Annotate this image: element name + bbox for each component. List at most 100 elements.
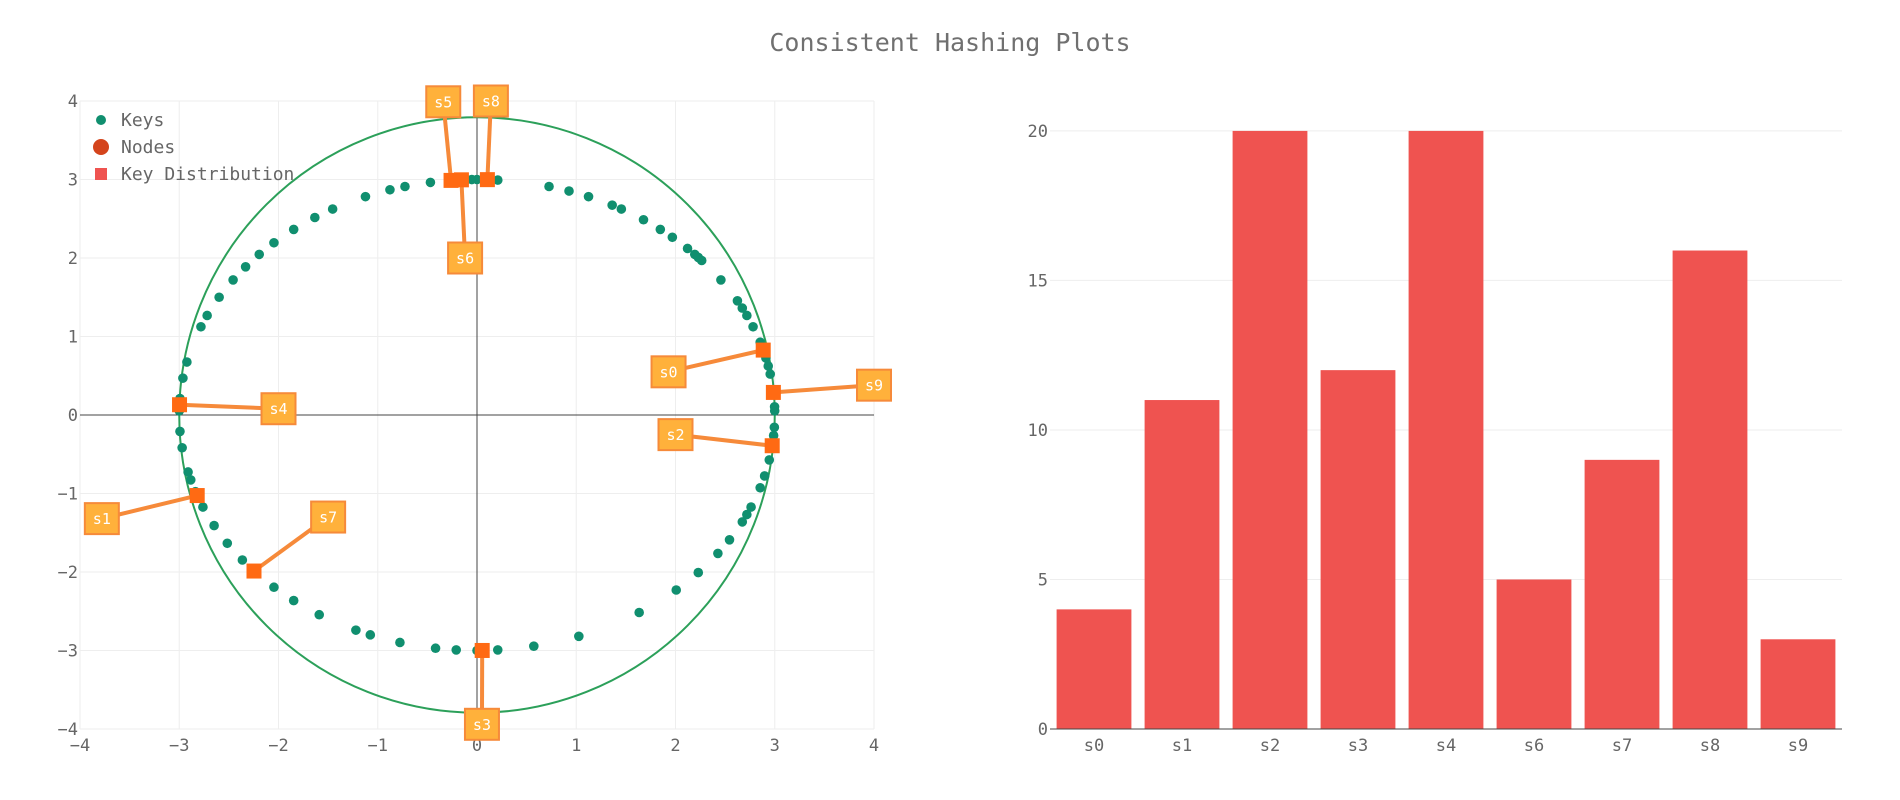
bar-s0 bbox=[1056, 609, 1132, 729]
key-point bbox=[638, 214, 649, 225]
key-point bbox=[564, 186, 574, 196]
bar-s6 bbox=[1496, 579, 1572, 729]
key-point bbox=[574, 631, 584, 642]
ring-tick-labels: −4 −3 −2 −1 0 1 2 3 4 −4 −3 −2 −1 0 1 2 3 4 bbox=[58, 92, 880, 756]
key-point bbox=[185, 475, 196, 485]
key-point bbox=[202, 310, 212, 321]
node-label-text: s7 bbox=[319, 509, 337, 527]
key-point bbox=[198, 502, 208, 512]
key-point bbox=[693, 567, 704, 578]
key-point bbox=[742, 310, 752, 321]
key-point bbox=[425, 177, 436, 188]
key-distribution-bar-chart: s0 s1 s2 s3 s4 s6 s7 s8 s9 0 5 10 15 20 bbox=[1028, 122, 1842, 756]
node-label-text: s2 bbox=[666, 426, 684, 444]
key-point bbox=[759, 471, 770, 481]
y-tick-label: −3 bbox=[58, 642, 78, 662]
node-markers bbox=[172, 172, 781, 658]
key-point bbox=[529, 641, 539, 651]
key-point bbox=[765, 369, 776, 379]
node-label-box bbox=[260, 392, 297, 426]
y-tick-label: 4 bbox=[68, 92, 78, 112]
bars bbox=[1056, 130, 1836, 729]
x-tick-label: −2 bbox=[268, 736, 288, 756]
node-marker-s2 bbox=[764, 438, 780, 454]
y-tick-label: −4 bbox=[58, 720, 78, 740]
key-point bbox=[451, 645, 462, 655]
key-point bbox=[183, 467, 193, 477]
key-point bbox=[682, 243, 693, 254]
key-point bbox=[764, 455, 775, 465]
node-label-text: s3 bbox=[473, 716, 491, 734]
key-point bbox=[769, 401, 780, 412]
key-point bbox=[385, 184, 395, 195]
key-point bbox=[492, 175, 503, 185]
node-label-text: s8 bbox=[482, 93, 500, 111]
key-point bbox=[182, 357, 192, 367]
key-point bbox=[737, 517, 748, 527]
key-point bbox=[196, 321, 206, 332]
key-point bbox=[737, 303, 748, 313]
key-point bbox=[671, 585, 682, 595]
x-tick-label: 2 bbox=[670, 736, 680, 756]
node-marker-s4 bbox=[172, 397, 188, 413]
bar-s1 bbox=[1144, 400, 1220, 729]
node-label-s5: s5 bbox=[425, 85, 462, 119]
x-tick-label: −1 bbox=[368, 736, 388, 756]
node-label-text: s6 bbox=[456, 250, 474, 268]
x-tick-label: 3 bbox=[770, 736, 780, 756]
node-label-box bbox=[650, 355, 687, 389]
bar-y-tick-label: 15 bbox=[1028, 271, 1048, 291]
bar-y-tick-label: 10 bbox=[1028, 421, 1048, 441]
key-point bbox=[269, 237, 279, 248]
node-marker-s8 bbox=[479, 172, 495, 188]
key-point bbox=[716, 275, 726, 285]
bar-category-label: s0 bbox=[1084, 736, 1104, 756]
key-point bbox=[724, 534, 735, 545]
bar-y-tick-label: 0 bbox=[1038, 720, 1048, 740]
node-label-text: s4 bbox=[269, 400, 287, 418]
key-point bbox=[395, 637, 405, 648]
key-point bbox=[667, 232, 678, 243]
bar-y-tick-label: 20 bbox=[1028, 122, 1048, 142]
bar-tick-labels: s0 s1 s2 s3 s4 s6 s7 s8 s9 0 5 10 15 20 bbox=[1028, 122, 1809, 756]
key-point bbox=[228, 275, 238, 285]
node-label-box bbox=[83, 502, 120, 536]
bar-category-label: s6 bbox=[1524, 736, 1544, 756]
legend-item-nodes: Nodes bbox=[93, 137, 175, 158]
y-tick-label: 3 bbox=[68, 171, 78, 191]
key-point bbox=[655, 224, 666, 235]
key-point bbox=[177, 442, 187, 453]
x-tick-label: −4 bbox=[70, 736, 90, 756]
key-point bbox=[178, 373, 188, 383]
node-marker-s0 bbox=[755, 342, 771, 358]
node-label-s0: s0 bbox=[650, 355, 687, 389]
key-point bbox=[327, 204, 338, 214]
x-tick-label: 0 bbox=[472, 736, 482, 756]
key-point bbox=[616, 204, 627, 214]
key-point bbox=[634, 607, 644, 618]
bar-s8 bbox=[1672, 250, 1748, 729]
node-label-s3: s3 bbox=[463, 707, 500, 741]
bar-s7 bbox=[1584, 459, 1660, 729]
key-point bbox=[755, 482, 765, 493]
x-tick-label: 1 bbox=[571, 736, 581, 756]
node-label-box bbox=[856, 368, 892, 402]
node-marker-s1 bbox=[189, 488, 205, 504]
legend-item-keys: Keys bbox=[96, 110, 164, 131]
bar-category-label: s1 bbox=[1172, 736, 1192, 756]
x-tick-label: 4 bbox=[869, 736, 879, 756]
key-point bbox=[240, 261, 251, 272]
legend-label: Nodes bbox=[121, 137, 175, 158]
node-label-text: s0 bbox=[660, 363, 678, 381]
key-point bbox=[209, 520, 219, 531]
key-point bbox=[237, 555, 248, 565]
legend-label: Key Distribution bbox=[121, 164, 294, 185]
key-point bbox=[314, 609, 325, 620]
y-tick-label: −2 bbox=[58, 563, 78, 583]
x-tick-label: −3 bbox=[169, 736, 189, 756]
legend-node-symbol bbox=[93, 139, 109, 155]
legend-item-key-distribution: Key Distribution bbox=[95, 164, 294, 185]
bar-category-label: s2 bbox=[1260, 736, 1280, 756]
legend-label: Keys bbox=[121, 110, 164, 131]
